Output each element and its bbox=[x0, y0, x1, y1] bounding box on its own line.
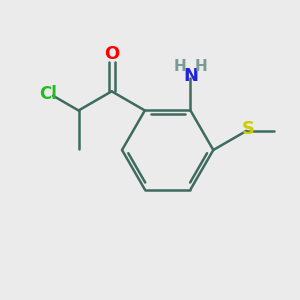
Text: H: H bbox=[174, 59, 187, 74]
Text: N: N bbox=[183, 67, 198, 85]
Text: O: O bbox=[104, 45, 119, 63]
Text: Cl: Cl bbox=[39, 85, 57, 103]
Text: S: S bbox=[242, 119, 254, 137]
Text: H: H bbox=[194, 59, 207, 74]
